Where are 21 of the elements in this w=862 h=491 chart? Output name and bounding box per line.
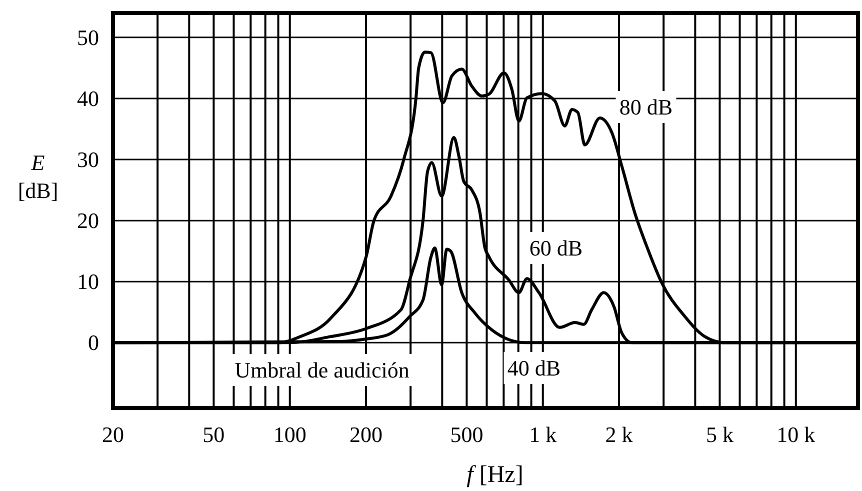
y-tick-label: 10 [77, 269, 99, 294]
x-tick-label: 50 [202, 422, 225, 447]
x-axis-title: f [Hz] [466, 462, 524, 488]
x-tick-label: 500 [450, 422, 484, 447]
x-tick-label: 20 [102, 422, 124, 447]
y-tick-label: 0 [88, 330, 99, 356]
y-tick-label: 50 [77, 24, 99, 50]
series-label: 40 dB [507, 356, 561, 380]
x-tick-label: 100 [273, 422, 306, 447]
x-tick-label: 2 k [605, 422, 633, 447]
y-axis-title: E [dB] [18, 150, 58, 203]
x-tick-label: 1 k [529, 422, 557, 447]
y-tick-label: 20 [77, 208, 99, 234]
y-tick-label: 30 [77, 147, 99, 172]
x-tick-label: 200 [350, 422, 383, 447]
series-label: 80 dB [619, 94, 673, 120]
series-label: 60 dB [529, 236, 583, 260]
annotation: Umbral de audición [234, 358, 410, 382]
x-tick-label: 10 k [776, 422, 816, 447]
x-tick-label: 5 k [706, 422, 734, 447]
y-tick-label: 40 [77, 86, 99, 111]
